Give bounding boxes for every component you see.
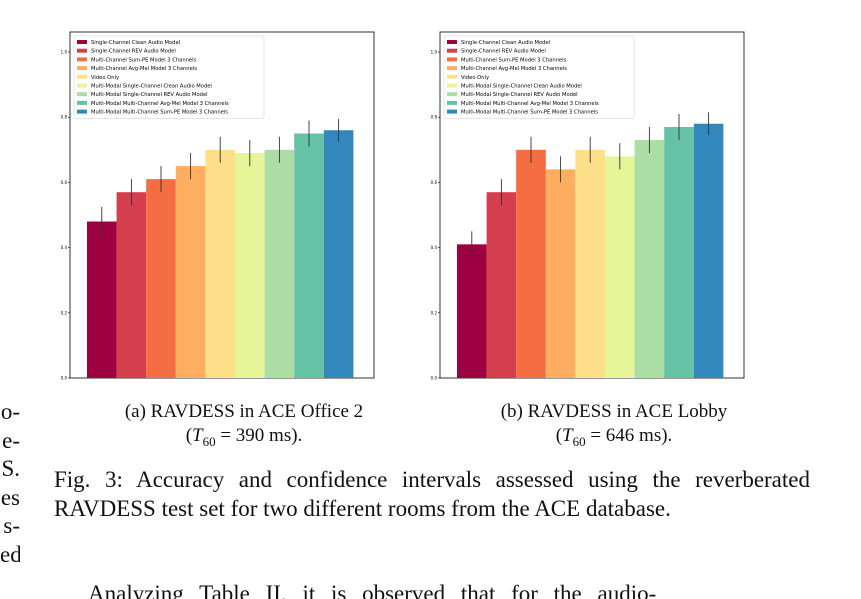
- y-tick-label: 0.4: [61, 245, 68, 250]
- bar: [664, 126, 694, 378]
- legend-label: Multi-Modal Single-Channel REV Audio Mod…: [91, 92, 208, 98]
- bar: [486, 192, 517, 378]
- legend-swatch: [447, 57, 457, 62]
- y-tick-label: 0.2: [61, 310, 68, 315]
- y-tick-label: 0.4: [431, 245, 438, 250]
- legend-label: Multi-Channel Sum-PE Model 3 Channels: [461, 57, 567, 63]
- bar: [235, 153, 265, 378]
- legend-swatch: [447, 48, 457, 53]
- legend-label: Multi-Channel Avg-Mel Model 3 Channels: [91, 66, 197, 72]
- bar: [693, 123, 724, 378]
- subcaption-a-line1: (a) RAVDESS in ACE Office 2: [124, 401, 364, 422]
- bar: [146, 179, 176, 378]
- legend-label: Multi-Channel Avg-Mel Model 3 Channels: [461, 66, 567, 72]
- left-fragment: s-: [3, 513, 20, 538]
- bar: [634, 140, 665, 378]
- bar: [87, 221, 117, 378]
- y-tick-label: 0.0: [431, 376, 438, 381]
- legend-label: Single-Channel Clean Audio Model: [461, 40, 550, 46]
- legend-label: Video Only: [461, 75, 489, 81]
- legend-label: Multi-Modal Multi-Channel Sum-PE Model 3…: [461, 110, 598, 116]
- legend-label: Single-Channel Clean Audio Model: [91, 40, 180, 46]
- legend-swatch: [447, 66, 457, 71]
- subcaption-a: (a) RAVDESS in ACE Office 2 (T60 = 390 m…: [64, 400, 424, 454]
- legend-swatch: [77, 74, 87, 79]
- bar: [323, 130, 354, 378]
- legend-label: Multi-Modal Multi-Channel Avg-Mel Model …: [461, 101, 599, 107]
- bar: [516, 149, 546, 378]
- left-fragment: e-: [2, 427, 20, 453]
- bar: [205, 149, 235, 378]
- subcaption-b-line2: (T60 = 646 ms).: [555, 425, 673, 449]
- legend-swatch: [77, 100, 87, 105]
- subcaption-b: (b) RAVDESS in ACE Lobby (T60 = 646 ms).: [434, 400, 794, 454]
- legend-swatch: [77, 48, 87, 53]
- body-text-fragment: Analyzing Table II, it is observed that …: [88, 581, 657, 599]
- left-fragment: es: [0, 484, 20, 510]
- left-column-fragments: o- e- S. es s- ed: [0, 398, 20, 569]
- legend-swatch: [77, 109, 87, 114]
- legend-label: Video Only: [91, 75, 119, 81]
- legend-swatch: [77, 92, 87, 97]
- y-tick-label: 0.2: [431, 310, 438, 315]
- legend-label: Multi-Modal Multi-Channel Sum-PE Model 3…: [91, 110, 228, 116]
- chart-office2: 0.0 0.2 0.4 0.6 0.8 1.0 Single-Channel Clean A…: [61, 31, 375, 381]
- y-tick-label: 1.0: [61, 50, 68, 55]
- legend-swatch: [447, 40, 457, 44]
- legend: Single-Channel Clean Audio Model Single-C…: [73, 35, 265, 119]
- y-tick-label: 0.0: [61, 376, 68, 381]
- figure-caption: Fig. 3: Accuracy and confidence interval…: [54, 467, 810, 521]
- left-fragment: S.: [1, 456, 20, 481]
- bar: [457, 244, 487, 378]
- legend-swatch: [77, 57, 87, 62]
- legend-swatch: [447, 109, 457, 114]
- y-tick-label: 1.0: [431, 50, 438, 55]
- subcaption-a-line2: (T60 = 390 ms).: [185, 425, 303, 449]
- legend-swatch: [447, 83, 457, 88]
- legend-label: Multi-Modal Single-Channel Clean Audio M…: [461, 84, 582, 90]
- y-tick-label: 0.6: [61, 180, 68, 185]
- legend-label: Single-Channel REV Audio Model: [91, 49, 176, 55]
- legend-label: Multi-Modal Single-Channel REV Audio Mod…: [461, 92, 578, 98]
- legend-label: Single-Channel REV Audio Model: [461, 49, 546, 55]
- legend-swatch: [447, 74, 457, 79]
- left-fragment: ed: [0, 541, 20, 567]
- legend-swatch: [447, 92, 457, 97]
- bar: [605, 156, 635, 378]
- bar: [294, 133, 324, 378]
- legend-swatch: [77, 83, 87, 88]
- bar: [175, 166, 206, 378]
- legend-swatch: [77, 66, 87, 71]
- y-tick-label: 0.8: [61, 115, 68, 120]
- legend-label: Multi-Channel Sum-PE Model 3 Channels: [91, 57, 197, 63]
- bar: [575, 149, 605, 378]
- legend-box: [443, 35, 635, 119]
- bar: [545, 169, 576, 378]
- y-tick-label: 0.6: [431, 180, 438, 185]
- subcaption-b-line1: (b) RAVDESS in ACE Lobby: [500, 401, 728, 422]
- legend-label: Multi-Modal Multi-Channel Avg-Mel Model …: [91, 101, 229, 107]
- chart-lobby: 0.0 0.2 0.4 0.6 0.8 1.0 Single-Channel Clean A…: [431, 31, 745, 381]
- legend-box: [73, 35, 265, 119]
- legend-label: Multi-Modal Single-Channel Clean Audio M…: [91, 84, 212, 90]
- legend: Single-Channel Clean Audio Model Single-C…: [443, 35, 635, 119]
- bar: [264, 149, 295, 378]
- bar: [116, 192, 147, 378]
- legend-swatch: [77, 40, 87, 44]
- legend-swatch: [447, 100, 457, 105]
- y-tick-label: 0.8: [431, 115, 438, 120]
- left-fragment: o-: [0, 399, 20, 424]
